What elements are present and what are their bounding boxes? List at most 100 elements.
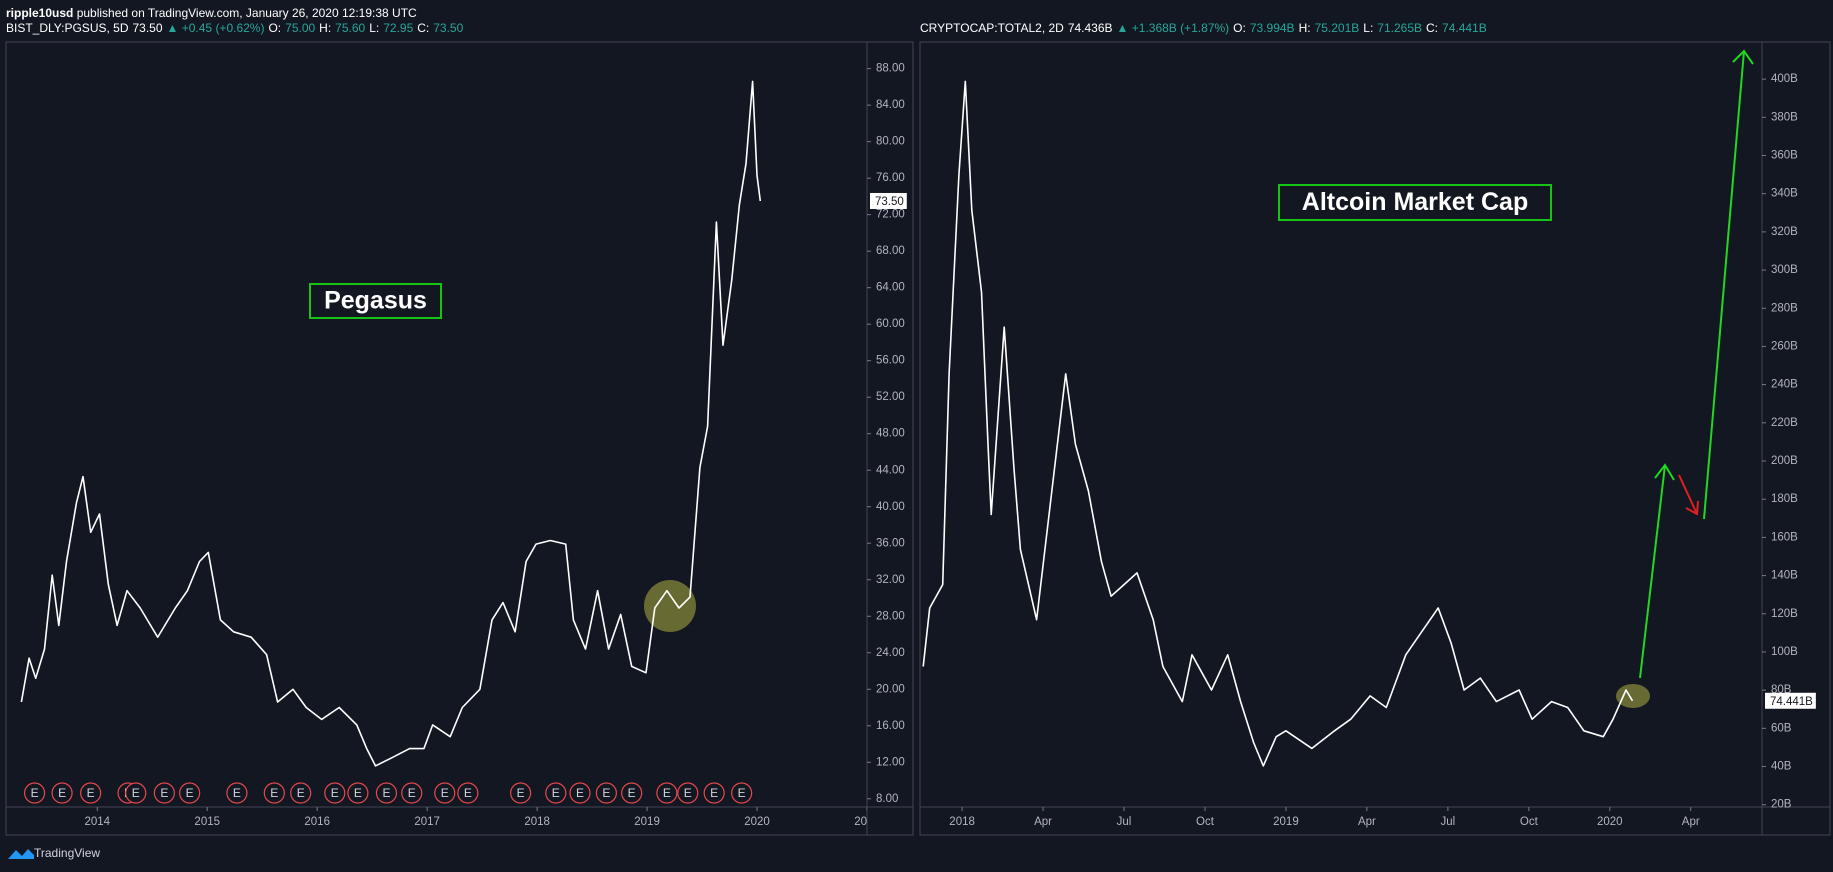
y-tick-label: 400B [1771, 73, 1798, 85]
y-tick-label: 88.00 [876, 63, 905, 75]
legend-item: BIST_DLY:PGSUS, 5D [6, 21, 129, 35]
y-tick-label: 40B [1771, 761, 1792, 773]
event-label: E [710, 786, 718, 800]
legend-item: L: [1363, 21, 1373, 35]
y-tick-label: 60.00 [876, 318, 905, 330]
legend-item: 71.265B [1377, 21, 1422, 35]
legend-item: 74.441B [1442, 21, 1487, 35]
y-tick-label: 100B [1771, 646, 1798, 658]
footer: TradingView [34, 846, 100, 860]
y-tick-label: 56.00 [876, 355, 905, 367]
header: ripple10usd published on TradingView.com… [6, 6, 417, 20]
event-label: E [517, 786, 525, 800]
event-marker [434, 782, 456, 804]
legend-item: 73.994B [1250, 21, 1295, 35]
legend-item: ▲ +1.368B (+1.87%) [1117, 21, 1230, 35]
event-marker [731, 782, 753, 804]
legend-item: CRYPTOCAP:TOTAL2, 2D [920, 21, 1064, 35]
x-tick-label: Jul [1441, 816, 1456, 828]
y-tick-label: 64.00 [876, 282, 905, 294]
x-tick-label: Apr [1358, 816, 1376, 828]
chart-pane: CRYPTOCAP:TOTAL2, 2D 74.436B ▲ +1.368B (+1… [920, 21, 1830, 835]
y-tick-label: 76.00 [876, 172, 905, 184]
event-label: E [87, 786, 95, 800]
y-tick-label: 52.00 [876, 391, 905, 403]
event-label: E [441, 786, 449, 800]
event-marker [545, 782, 567, 804]
logo [8, 849, 34, 859]
x-tick-label: 2018 [949, 816, 975, 828]
y-tick-label: 320B [1771, 226, 1798, 238]
time-axis: 2014 2015 2016 2017 2018 2019 2020 2021 [84, 807, 880, 828]
event-marker [23, 782, 46, 804]
y-tick-label: 68.00 [876, 245, 905, 257]
price-label-bg [870, 192, 907, 209]
event-marker [510, 782, 532, 804]
y-tick-label: 20.00 [876, 683, 905, 695]
event-label: E [464, 786, 472, 800]
x-tick-label: 2019 [634, 816, 660, 828]
legend-item: 75.00 [285, 21, 315, 35]
event-marker [656, 782, 678, 804]
price-label: 74.441B [1770, 696, 1813, 708]
price-label-bg [1765, 692, 1816, 709]
y-tick-label: 120B [1771, 608, 1798, 620]
plot-area [922, 80, 1634, 767]
price-line [922, 80, 1634, 767]
y-tick-label: 20B [1771, 799, 1792, 811]
y-tick-label: 360B [1771, 150, 1798, 162]
event-marker [80, 782, 102, 804]
y-tick-label: 84.00 [876, 99, 905, 111]
y-tick-label: 60B [1771, 722, 1792, 734]
legend-item: 75.60 [335, 21, 365, 35]
event-label: E [354, 786, 362, 800]
y-tick-label: 340B [1771, 188, 1798, 200]
chart-pane: BIST_DLY:PGSUS, 5D 73.50 ▲ +0.45 (+0.62%) O… [6, 21, 913, 835]
price-label: 73.50 [875, 196, 904, 208]
x-tick-label: Oct [1196, 816, 1215, 828]
y-tick-label: 300B [1771, 264, 1798, 276]
x-tick-label: 2019 [1273, 816, 1299, 828]
legend-item: O: [268, 21, 281, 35]
y-tick-label: 160B [1771, 531, 1798, 543]
pane-border [919, 41, 1831, 836]
x-tick-label: 2014 [84, 816, 110, 828]
event-label: E [270, 786, 278, 800]
x-tick-label: 2021 [854, 816, 880, 828]
y-tick-label: 40.00 [876, 501, 905, 513]
logo-icon [8, 849, 34, 859]
y-tick-label: 260B [1771, 340, 1798, 352]
event-marker [347, 782, 369, 804]
event-label: E [628, 786, 636, 800]
event-label: E [382, 786, 390, 800]
event-marker [703, 782, 725, 804]
annotation-box [1278, 184, 1552, 221]
event-marker [457, 782, 479, 804]
author: ripple10usd [6, 6, 73, 20]
event-label: E [160, 786, 168, 800]
event-marker [263, 782, 285, 804]
price-line [20, 80, 762, 767]
legend-item: 73.50 [433, 21, 463, 35]
x-tick-label: 2016 [304, 816, 330, 828]
event-marker [125, 782, 147, 804]
event-label: E [552, 786, 560, 800]
event-label: E [602, 786, 610, 800]
y-tick-label: 28.00 [876, 610, 905, 622]
publish-info: published on TradingView.com, January 26… [77, 6, 417, 20]
plot-area [20, 80, 762, 767]
legend-item: 73.50 [133, 21, 163, 35]
y-tick-label: 32.00 [876, 574, 905, 586]
legend-item: C: [417, 21, 429, 35]
event-label: E [576, 786, 584, 800]
y-tick-label: 48.00 [876, 428, 905, 440]
event-marker [226, 782, 248, 804]
legend-item: H: [319, 21, 331, 35]
legend-item: C: [1426, 21, 1438, 35]
annotation: Altcoin Market Cap [1302, 188, 1528, 216]
highlight [1616, 684, 1650, 708]
arrow-head [1685, 500, 1699, 516]
legend-item: H: [1299, 21, 1311, 35]
event-marker [401, 782, 423, 804]
